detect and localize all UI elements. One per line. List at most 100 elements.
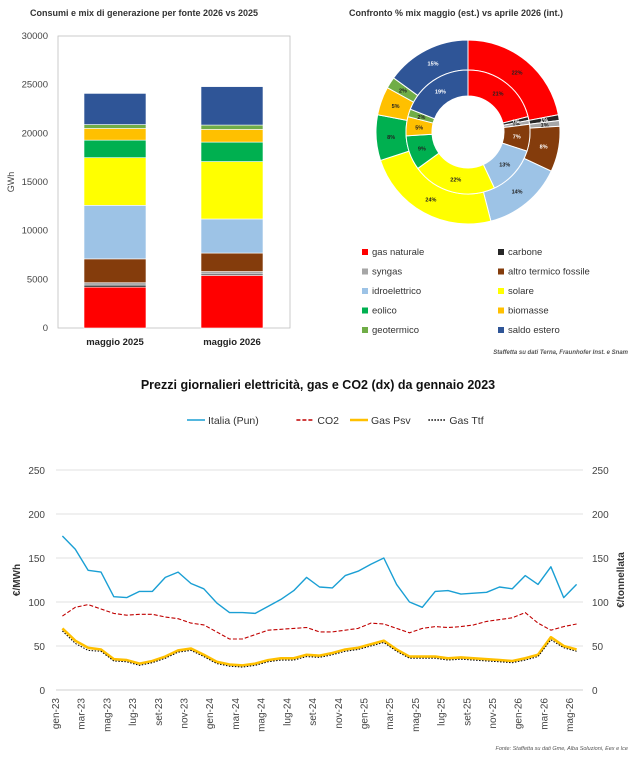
donut-data-label: 7%: [513, 135, 521, 141]
legend-swatch: [362, 307, 368, 314]
legend-label: idroelettrico: [372, 286, 421, 297]
line-series-co2: [62, 604, 577, 640]
bar-segment-solare: [200, 161, 264, 220]
legend-label: geotermico: [372, 325, 419, 336]
line-x-tick-label: nov-23: [180, 698, 191, 729]
donut-data-label: 1%: [512, 119, 520, 125]
line-series-gas-ttf: [62, 630, 577, 668]
line-x-tick-label: mar-24: [231, 698, 242, 730]
bar-segment-syngas: [200, 271, 264, 275]
bar-segment-saldo-estero: [200, 86, 264, 126]
line-y-tick-right: 0: [592, 686, 598, 697]
bar-y-tick-label: 20000: [22, 128, 48, 139]
bar-segment-gas-naturale: [83, 286, 147, 329]
legend-label: eolico: [372, 306, 397, 317]
bar-plot-frame: [57, 35, 291, 329]
line-y-tick-left: 150: [28, 554, 45, 565]
line-x-tick-label: gen-25: [359, 698, 370, 730]
donut-data-label: 15%: [428, 61, 439, 67]
line-y-tick-right: 50: [592, 642, 604, 653]
bar-category-label: maggio 2026: [203, 337, 261, 348]
line-x-tick-label: mag-25: [411, 698, 422, 732]
bar-segment-gas-naturale: [200, 275, 264, 329]
donut-data-label: 14%: [512, 189, 523, 195]
donut-data-label: 5%: [415, 125, 423, 131]
donut-data-label: 1%: [512, 122, 520, 128]
donut-data-label: 9%: [418, 147, 426, 153]
line-series-italia-pun-: [61, 535, 578, 615]
line-x-tick-label: lug-24: [282, 698, 293, 726]
bar-segment-altro-termico-fossile: [83, 258, 147, 284]
bar-segment-biomasse: [200, 129, 264, 143]
donut-data-label: 22%: [512, 71, 523, 77]
line-y-tick-left: 100: [28, 598, 45, 609]
donut-data-label: 5%: [392, 104, 400, 110]
bar-segment-geotermico: [83, 124, 147, 129]
line-chart-y-axis-label: €/MWh: [12, 564, 23, 596]
line-x-tick-label: gen-24: [205, 698, 216, 730]
line-series-gas-psv: [61, 627, 577, 667]
bar-segment-geotermico: [200, 124, 264, 130]
line-chart-y-axis-right-label: €/tonnellata: [616, 552, 627, 608]
line-x-tick-label: mag-26: [565, 698, 576, 732]
bar-segment-idroelettrico: [200, 218, 264, 254]
bar-y-tick-label: 15000: [22, 177, 48, 188]
line-legend-label: CO2: [317, 415, 339, 427]
bar-segment-solare: [83, 157, 147, 206]
line-x-tick-label: set-24: [308, 698, 319, 726]
donut-data-label: 19%: [435, 89, 446, 95]
line-x-tick-label: set-25: [462, 698, 473, 726]
line-x-tick-label: set-23: [154, 698, 165, 726]
legend-label: saldo estero: [508, 325, 560, 336]
line-chart-title: Prezzi giornalieri elettricità, gas e CO…: [141, 378, 495, 392]
bar-chart-title: Consumi e mix di generazione per fonte 2…: [30, 8, 258, 18]
line-y-tick-right: 250: [592, 466, 609, 477]
bar-segment-eolico: [83, 139, 147, 158]
donut-data-label: 2%: [417, 115, 425, 121]
stacked-bar-chart: Consumi e mix di generazione per fonte 2…: [6, 8, 291, 348]
donut-data-label: 8%: [540, 144, 548, 150]
legend-swatch: [362, 268, 368, 275]
doughnut-source-note: Staffetta su dati Terna, Fraunhofer Inst…: [493, 350, 628, 356]
line-y-tick-left: 250: [28, 466, 45, 477]
legend-label: gas naturale: [372, 247, 424, 258]
bar-y-tick-label: 0: [43, 323, 48, 334]
line-y-tick-left: 50: [34, 642, 46, 653]
legend-swatch: [498, 307, 504, 314]
legend-swatch: [498, 249, 504, 255]
bar-segment-eolico: [200, 141, 264, 162]
line-x-tick-label: nov-25: [488, 698, 499, 729]
line-x-tick-label: gen-23: [51, 698, 62, 730]
line-y-tick-right: 150: [592, 554, 609, 565]
legend-swatch: [498, 268, 504, 275]
bar-chart-y-axis-label: GWh: [6, 172, 16, 193]
bar-segment-altro-termico-fossile: [200, 252, 264, 272]
line-y-tick-left: 200: [28, 510, 45, 521]
bar-segment-idroelettrico: [83, 205, 147, 260]
line-x-tick-label: mar-26: [539, 698, 550, 730]
legend-label: solare: [508, 286, 534, 297]
donut-data-label: 1%: [540, 118, 548, 124]
donut-data-label: 13%: [499, 162, 510, 168]
bar-y-tick-label: 25000: [22, 80, 48, 91]
legend-swatch: [498, 327, 504, 333]
bar-y-tick-label: 30000: [22, 31, 48, 42]
line-y-tick-right: 200: [592, 510, 609, 521]
legend-swatch: [498, 288, 504, 294]
bar-segment-syngas: [83, 282, 147, 286]
bar-y-tick-label: 5000: [27, 274, 48, 285]
legend-swatch: [362, 327, 368, 333]
line-x-tick-label: lug-23: [128, 698, 139, 726]
line-x-tick-label: mar-23: [77, 698, 88, 730]
legend-swatch: [362, 288, 368, 294]
bar-segment-biomasse: [83, 128, 147, 141]
line-legend-label: Italia (Pun): [208, 415, 259, 427]
bar-segment-saldo-estero: [83, 93, 147, 125]
line-x-tick-label: nov-24: [334, 698, 345, 729]
line-x-tick-label: mag-23: [102, 698, 113, 732]
legend-label: carbone: [508, 247, 542, 258]
donut-data-label: 1%: [541, 123, 549, 129]
bar-y-tick-label: 10000: [22, 226, 48, 237]
bar-category-label: maggio 2025: [86, 337, 144, 348]
